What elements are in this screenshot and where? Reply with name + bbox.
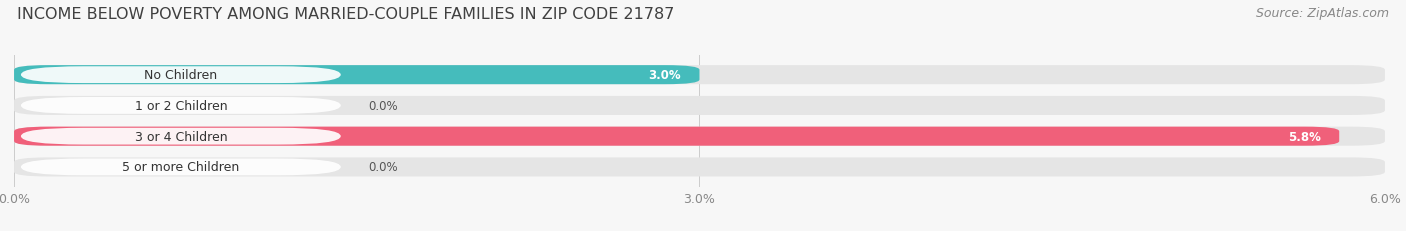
Text: 0.0%: 0.0% [368, 100, 398, 112]
FancyBboxPatch shape [14, 97, 1385, 116]
Text: 1 or 2 Children: 1 or 2 Children [135, 100, 228, 112]
Text: 3.0%: 3.0% [648, 69, 682, 82]
Text: No Children: No Children [145, 69, 218, 82]
FancyBboxPatch shape [14, 127, 1385, 146]
FancyBboxPatch shape [14, 66, 1385, 85]
Text: INCOME BELOW POVERTY AMONG MARRIED-COUPLE FAMILIES IN ZIP CODE 21787: INCOME BELOW POVERTY AMONG MARRIED-COUPL… [17, 7, 675, 22]
Text: 0.0%: 0.0% [368, 161, 398, 174]
Text: Source: ZipAtlas.com: Source: ZipAtlas.com [1256, 7, 1389, 20]
FancyBboxPatch shape [14, 66, 700, 85]
FancyBboxPatch shape [21, 159, 340, 176]
FancyBboxPatch shape [14, 127, 1340, 146]
Text: 5 or more Children: 5 or more Children [122, 161, 239, 174]
Text: 3 or 4 Children: 3 or 4 Children [135, 130, 228, 143]
FancyBboxPatch shape [14, 158, 1385, 177]
FancyBboxPatch shape [21, 128, 340, 145]
Text: 5.8%: 5.8% [1288, 130, 1322, 143]
FancyBboxPatch shape [21, 67, 340, 84]
FancyBboxPatch shape [21, 98, 340, 114]
